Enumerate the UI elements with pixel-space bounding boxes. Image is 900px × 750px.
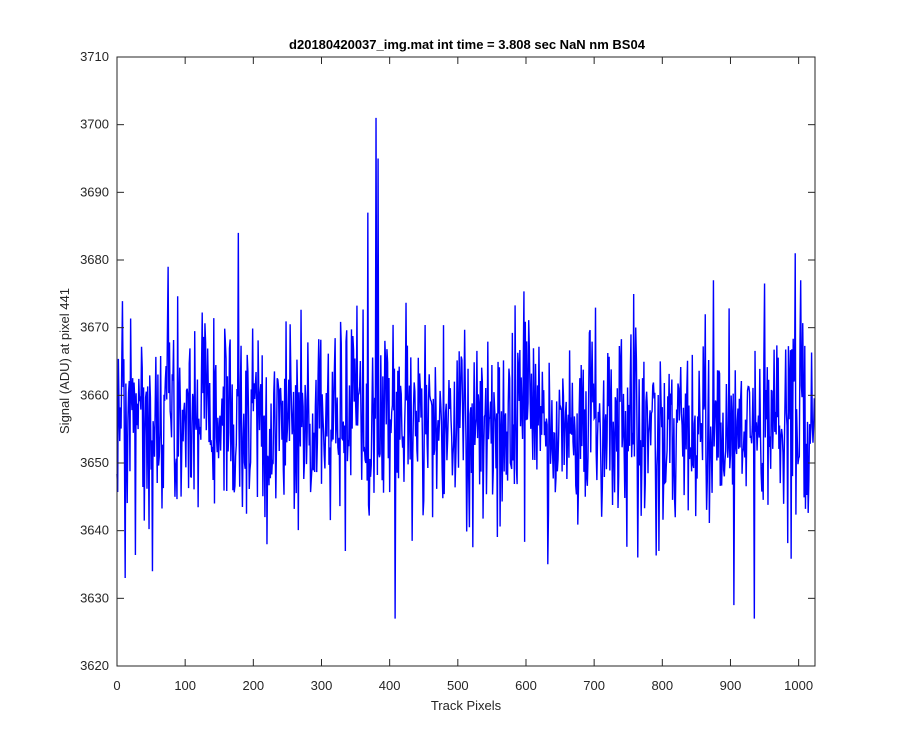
plot-area bbox=[117, 57, 815, 666]
chart-title: d20180420037_img.mat int time = 3.808 se… bbox=[289, 37, 646, 52]
y-tick-label: 3630 bbox=[80, 590, 109, 605]
x-tick-label: 0 bbox=[113, 678, 120, 693]
y-tick-label: 3700 bbox=[80, 117, 109, 132]
x-tick-label: 300 bbox=[311, 678, 333, 693]
x-tick-label: 800 bbox=[651, 678, 673, 693]
y-tick-label: 3670 bbox=[80, 320, 109, 335]
y-axis-label: Signal (ADU) at pixel 441 bbox=[57, 288, 72, 434]
y-tick-label: 3710 bbox=[80, 49, 109, 64]
x-axis-label: Track Pixels bbox=[431, 698, 502, 713]
x-tick-label: 400 bbox=[379, 678, 401, 693]
y-tick-label: 3690 bbox=[80, 184, 109, 199]
x-tick-label: 200 bbox=[242, 678, 264, 693]
y-axis: 3620 3630 3640 3650 3660 3670 3680 3690 3700 3710 bbox=[80, 49, 815, 673]
y-tick-label: 3680 bbox=[80, 252, 109, 267]
x-tick-label: 1000 bbox=[784, 678, 813, 693]
axes-box bbox=[116, 56, 816, 667]
y-tick-label: 3620 bbox=[80, 658, 109, 673]
signal-series-line bbox=[116, 117, 816, 619]
x-tick-label: 700 bbox=[583, 678, 605, 693]
x-tick-label: 600 bbox=[515, 678, 537, 693]
x-tick-label: 500 bbox=[447, 678, 469, 693]
y-tick-label: 3640 bbox=[80, 523, 109, 538]
x-tick-label: 100 bbox=[174, 678, 196, 693]
series-layer bbox=[116, 117, 816, 619]
y-tick-label: 3660 bbox=[80, 387, 109, 402]
x-axis: 0 100 200 300 400 500 600 700 800 900 1000 bbox=[113, 57, 813, 693]
x-tick-label: 900 bbox=[720, 678, 742, 693]
y-tick-label: 3650 bbox=[80, 455, 109, 470]
